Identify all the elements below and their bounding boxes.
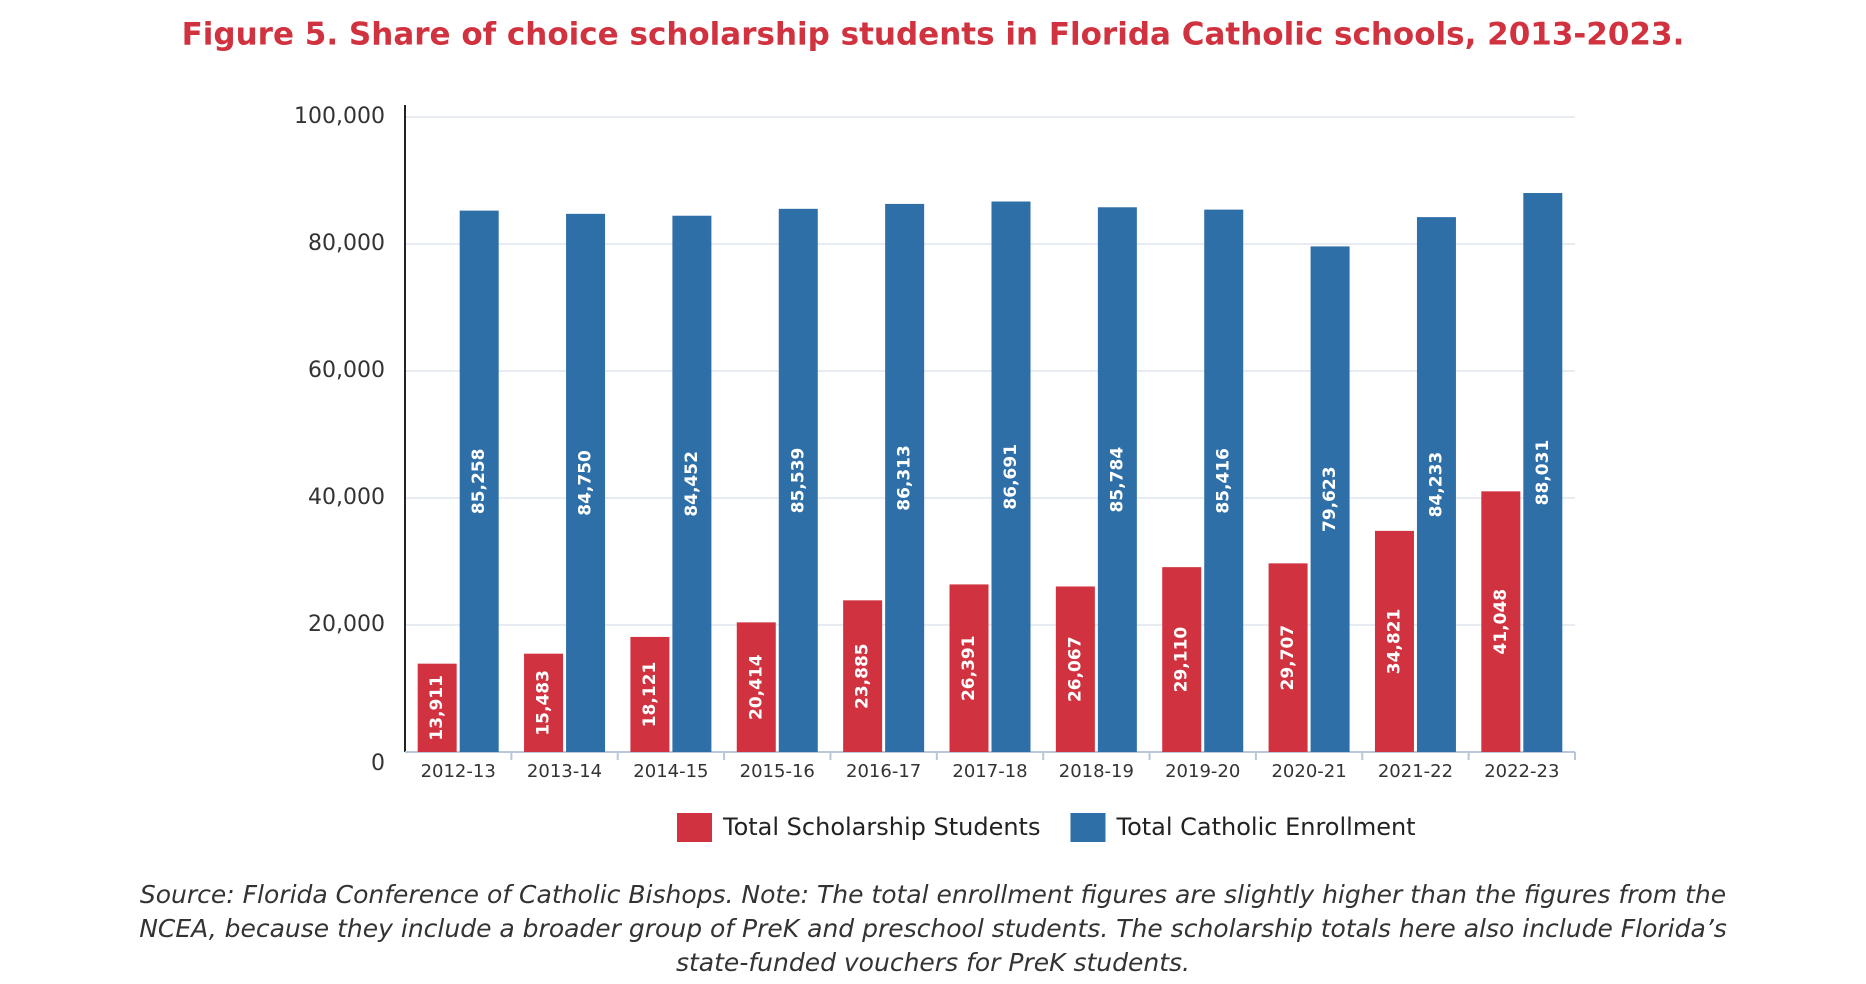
value-label: 85,784: [1107, 447, 1127, 513]
value-label: 26,067: [1065, 636, 1085, 702]
value-label: 29,110: [1172, 627, 1192, 693]
x-tick-label: 2016-17: [846, 761, 921, 782]
bar: [1416, 217, 1456, 752]
legend-swatch: [1070, 813, 1106, 842]
value-label: 85,539: [788, 448, 808, 514]
x-tick-label: 2020-21: [1271, 761, 1346, 782]
value-label: 23,885: [853, 643, 873, 709]
bar: [630, 636, 670, 752]
value-label: 18,121: [640, 662, 660, 728]
value-label: 34,821: [1384, 609, 1404, 675]
legend-label: Total Scholarship Students: [722, 813, 1040, 841]
x-tick-label: 2015-16: [740, 761, 815, 782]
value-label: 84,233: [1426, 452, 1446, 518]
bar: [843, 600, 883, 752]
value-label: 15,483: [534, 670, 554, 736]
bar: [1162, 567, 1202, 752]
bar: [524, 653, 564, 752]
legend-label: Total Catholic Enrollment: [1115, 813, 1415, 841]
value-label: 20,414: [746, 654, 766, 720]
x-tick-label: 2014-15: [633, 761, 708, 782]
chart: Figure 5. Share of choice scholarship st…: [182, 17, 1685, 842]
value-label: 41,048: [1491, 589, 1511, 655]
bar: [1268, 563, 1308, 752]
value-label: 84,750: [576, 450, 596, 516]
value-label: 88,031: [1533, 440, 1553, 506]
x-tick-label: 2022-23: [1484, 761, 1559, 782]
bar: [949, 584, 989, 752]
value-label: 29,707: [1278, 625, 1298, 691]
value-label: 26,391: [959, 635, 979, 701]
x-tick-label: 2018-19: [1059, 761, 1134, 782]
x-tick-label: 2012-13: [421, 761, 496, 782]
bar: [417, 663, 457, 752]
x-tick-label: 2019-20: [1165, 761, 1240, 782]
y-tick-label: 60,000: [308, 358, 385, 383]
bar: [991, 201, 1031, 752]
y-tick-label: 0: [371, 751, 385, 776]
bar: [1204, 209, 1244, 752]
source-note: Source: Florida Conference of Catholic B…: [139, 880, 1727, 977]
bar: [1097, 207, 1137, 752]
value-label: 79,623: [1320, 466, 1340, 532]
bar: [1481, 491, 1521, 752]
value-label: 84,452: [682, 451, 702, 517]
y-tick-label: 20,000: [308, 612, 385, 637]
y-tick-label: 100,000: [294, 104, 385, 129]
value-label: 86,313: [895, 445, 915, 511]
bar: [778, 208, 818, 753]
bar: [1310, 246, 1350, 752]
y-tick-label: 80,000: [308, 231, 385, 256]
bar: [1055, 586, 1095, 752]
value-label: 85,258: [469, 449, 489, 515]
value-label: 85,416: [1214, 448, 1234, 514]
bar: [885, 203, 925, 752]
x-tick-label: 2013-14: [527, 761, 602, 782]
bar: [736, 622, 776, 752]
legend-swatch: [677, 813, 712, 842]
chart-title: Figure 5. Share of choice scholarship st…: [182, 17, 1685, 53]
value-label: 13,911: [427, 675, 447, 741]
y-tick-label: 40,000: [308, 485, 385, 510]
bar: [672, 215, 712, 752]
bar: [459, 210, 499, 752]
bar: [566, 213, 606, 752]
bar: [1523, 193, 1563, 752]
x-tick-label: 2017-18: [952, 761, 1027, 782]
bar: [1374, 530, 1414, 752]
value-label: 86,691: [1001, 444, 1021, 510]
x-tick-label: 2021-22: [1378, 761, 1453, 782]
